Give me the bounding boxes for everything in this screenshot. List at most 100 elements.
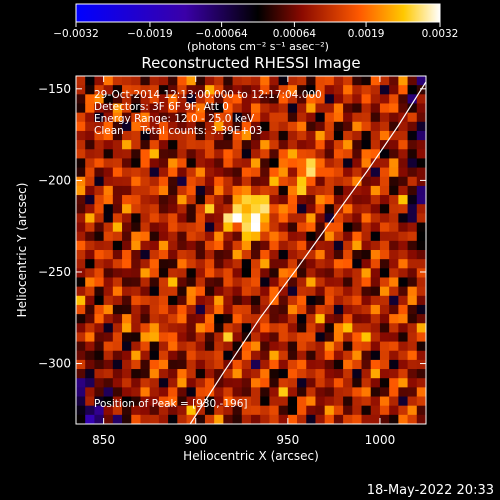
- heatmap-cell: [333, 405, 344, 416]
- heatmap-cell: [269, 295, 280, 306]
- heatmap-cell: [214, 222, 224, 233]
- heatmap-cell: [398, 94, 408, 104]
- heatmap-cell: [94, 149, 105, 159]
- heatmap-cell: [112, 268, 123, 278]
- heatmap-cell: [232, 231, 243, 242]
- heatmap-cell: [352, 369, 362, 379]
- heatmap-cell: [76, 414, 86, 424]
- heatmap-cell: [370, 259, 381, 269]
- heatmap-cell: [241, 369, 252, 379]
- heatmap-cell: [352, 268, 362, 278]
- heatmap-cell: [195, 176, 206, 187]
- heatmap-cell: [158, 387, 169, 397]
- heatmap-cell: [398, 213, 408, 223]
- heatmap-cell: [214, 277, 224, 288]
- heatmap-cell: [149, 332, 160, 342]
- heatmap-cell: [195, 185, 206, 196]
- heatmap-cell: [177, 286, 187, 297]
- heatmap-cell: [278, 140, 289, 150]
- heatmap-cell: [379, 121, 390, 132]
- heatmap-cell: [76, 286, 86, 297]
- heatmap-cell: [177, 176, 187, 187]
- heatmap-cell: [379, 112, 390, 123]
- heatmap-cell: [149, 195, 160, 205]
- heatmap-cell: [112, 350, 123, 361]
- heatmap-cell: [315, 277, 326, 288]
- heatmap-cell: [269, 323, 280, 333]
- heatmap-cell: [204, 112, 215, 123]
- heatmap-cell: [140, 140, 151, 150]
- heatmap-cell: [398, 268, 408, 278]
- heatmap-cell: [370, 240, 381, 251]
- heatmap-cell: [195, 350, 206, 361]
- heatmap-cell: [131, 231, 141, 242]
- heatmap-cell: [324, 387, 335, 397]
- heatmap-cell: [186, 286, 197, 297]
- heatmap-cell: [112, 94, 123, 104]
- heatmap-cell: [379, 240, 390, 251]
- heatmap-cell: [407, 250, 418, 260]
- heatmap-cell: [149, 213, 160, 223]
- heatmap-cell: [131, 268, 141, 278]
- heatmap-cell: [122, 167, 132, 178]
- heatmap-cell: [241, 130, 252, 141]
- heatmap-cell: [94, 103, 105, 114]
- heatmap-cell: [297, 222, 307, 233]
- heatmap-cell: [140, 176, 151, 187]
- heatmap-cell: [241, 204, 252, 214]
- heatmap-cell: [416, 176, 426, 187]
- heatmap-cell: [140, 195, 151, 205]
- heatmap-cell: [140, 405, 151, 416]
- heatmap-cell: [287, 268, 298, 278]
- heatmap-cell: [324, 149, 335, 159]
- heatmap-cell: [269, 185, 280, 196]
- heatmap-cell: [76, 195, 86, 205]
- heatmap-cell: [158, 314, 169, 324]
- heatmap-cell: [204, 130, 215, 141]
- heatmap-cell: [278, 231, 289, 242]
- heatmap-cell: [85, 112, 95, 123]
- heatmap-cell: [260, 259, 270, 269]
- heatmap-cell: [315, 213, 326, 223]
- heatmap-cell: [297, 304, 307, 315]
- heatmap-cell: [251, 140, 261, 150]
- heatmap-cell: [333, 277, 344, 288]
- heatmap-cell: [112, 341, 123, 352]
- heatmap-cell: [297, 176, 307, 187]
- heatmap-cell: [158, 195, 169, 205]
- heatmap-cell: [398, 85, 408, 95]
- heatmap-cell: [223, 277, 233, 288]
- heatmap-cell: [94, 414, 105, 424]
- heatmap-cell: [389, 103, 399, 114]
- heatmap-cell: [223, 167, 233, 178]
- heatmap-cell: [361, 277, 372, 288]
- heatmap-cell: [85, 295, 95, 306]
- heatmap-cell: [103, 405, 114, 416]
- heatmap-cell: [112, 323, 123, 333]
- heatmap-cell: [140, 121, 151, 132]
- heatmap-cell: [85, 231, 95, 242]
- heatmap-cell: [287, 158, 298, 168]
- heatmap-cell: [370, 378, 381, 388]
- heatmap-cell: [370, 405, 381, 416]
- heatmap-cell: [251, 396, 261, 407]
- heatmap-cell: [76, 396, 86, 407]
- heatmap-cell: [103, 158, 114, 168]
- heatmap-cell: [168, 387, 178, 397]
- heatmap-cell: [232, 176, 243, 187]
- heatmap-cell: [186, 231, 197, 242]
- heatmap-cell: [214, 314, 224, 324]
- heatmap-cell: [214, 323, 224, 333]
- heatmap-cell: [158, 286, 169, 297]
- heatmap-cell: [379, 378, 390, 388]
- heatmap-cell: [269, 130, 280, 141]
- heatmap-cell: [269, 341, 280, 352]
- heatmap-cell: [370, 231, 381, 242]
- heatmap-cell: [158, 396, 169, 407]
- heatmap-cell: [103, 350, 114, 361]
- heatmap-cell: [324, 158, 335, 168]
- heatmap-cell: [333, 140, 344, 150]
- heatmap-cell: [278, 185, 289, 196]
- heatmap-cell: [140, 158, 151, 168]
- heatmap-cell: [278, 76, 289, 86]
